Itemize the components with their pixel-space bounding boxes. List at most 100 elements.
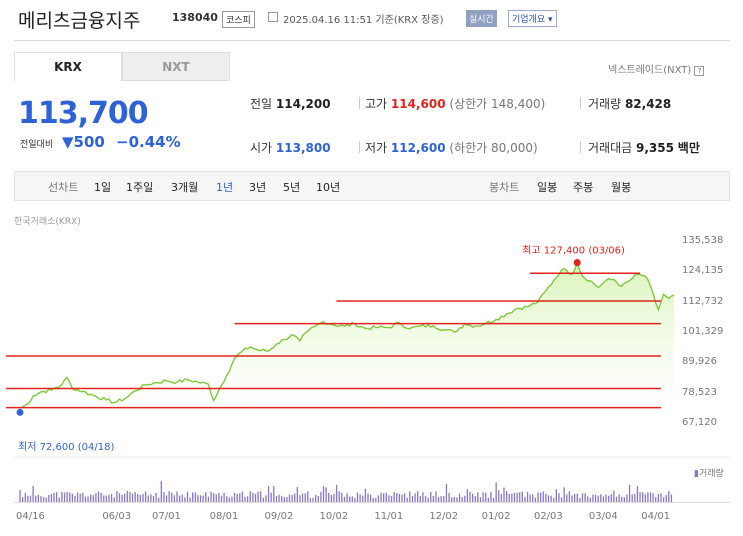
- volume-bar: [377, 495, 380, 502]
- volume-bar: [90, 494, 92, 502]
- volume-bar: [362, 495, 364, 502]
- candle-chart-label[interactable]: 봉차트: [489, 181, 520, 194]
- volume-bar: [24, 492, 26, 502]
- help-icon[interactable]: ?: [694, 66, 705, 76]
- volume-bar: [304, 493, 306, 502]
- volume-bar: [495, 482, 497, 502]
- volume-bar: [584, 493, 586, 502]
- high-annotation: 최고 127,400 (03/06): [522, 245, 625, 257]
- volume-bar: [613, 490, 615, 502]
- volume-bar: [273, 486, 275, 502]
- volume-bar: [437, 497, 440, 502]
- volume-bar: [589, 497, 591, 502]
- period-3y[interactable]: 3년: [249, 181, 267, 194]
- x-tick-label: 08/01: [209, 511, 239, 522]
- trade-value: 9,355: [636, 141, 674, 155]
- candle-weekly[interactable]: 주봉: [573, 181, 594, 194]
- volume-bar: [456, 497, 458, 502]
- low-label: 저가: [365, 141, 388, 155]
- summary-trade-value: 거래대금 9,355 백만: [588, 139, 700, 156]
- volume-bar: [553, 497, 555, 502]
- volume-bar: [649, 492, 652, 502]
- volume-bar: [346, 493, 348, 502]
- volume-bar: [160, 481, 162, 502]
- volume-bar: [566, 494, 568, 502]
- volume-value: 82,428: [624, 97, 672, 111]
- volume-bar: [435, 491, 437, 502]
- volume-bar: [409, 491, 411, 502]
- volume-bar: [351, 496, 353, 502]
- y-tick-label: 135,538: [682, 235, 724, 246]
- volume-bar: [631, 494, 633, 502]
- volume-bar: [618, 494, 620, 502]
- line-chart-label[interactable]: 선차트: [48, 181, 79, 194]
- volume-bar: [521, 491, 523, 502]
- volume-bar: [626, 494, 628, 502]
- volume-bar: [113, 497, 115, 502]
- summary-volume: 거래량 82,428: [588, 95, 671, 112]
- volume-bar: [372, 497, 374, 502]
- volume-bar: [189, 497, 191, 502]
- volume-bar: [655, 497, 657, 502]
- y-tick-label: 67,120: [682, 417, 717, 428]
- volume-bar: [66, 492, 68, 502]
- period-10y[interactable]: 10년: [316, 181, 341, 194]
- x-tick-label: 01/02: [481, 511, 511, 522]
- volume-bar: [534, 497, 537, 502]
- open-label: 시가: [250, 141, 273, 155]
- volume-bar: [307, 491, 309, 502]
- x-tick-label: 11/01: [374, 511, 404, 522]
- volume-bar: [27, 495, 29, 502]
- volume-bar: [69, 492, 71, 502]
- volume-bar: [406, 497, 408, 502]
- volume-bar: [71, 493, 74, 502]
- period-1y[interactable]: 1년: [216, 181, 234, 194]
- volume-bar: [461, 497, 463, 502]
- tab-nxt[interactable]: NXT: [122, 52, 230, 81]
- volume-bar: [194, 492, 196, 502]
- tab-krx[interactable]: KRX: [14, 52, 122, 81]
- period-1d[interactable]: 1일: [94, 181, 112, 194]
- volume-bar: [152, 495, 155, 502]
- volume-bar: [644, 494, 646, 502]
- volume-bar: [529, 494, 531, 502]
- nxt-link[interactable]: 넥스트레이드(NXT) ?: [608, 61, 705, 76]
- volume-bar: [576, 493, 578, 502]
- candle-monthly[interactable]: 월봉: [611, 181, 632, 194]
- volume-bar: [482, 492, 484, 502]
- low-marker: [16, 408, 24, 416]
- volume-bar: [97, 491, 100, 502]
- volume-bar: [37, 494, 40, 502]
- volume-bar: [173, 495, 176, 502]
- period-5y[interactable]: 5년: [283, 181, 301, 194]
- chart-source: 한국거래소(KRX): [14, 217, 81, 227]
- volume-bar: [92, 495, 94, 502]
- realtime-badge[interactable]: 실시간: [466, 10, 497, 27]
- period-3m[interactable]: 3개월: [171, 181, 199, 194]
- volume-bar: [144, 491, 147, 502]
- volume-bar: [317, 496, 319, 502]
- volume-bar: [197, 495, 199, 502]
- volume-bar: [443, 495, 445, 502]
- volume-bar: [202, 495, 204, 502]
- high-label: 고가: [365, 97, 388, 111]
- volume-bar: [118, 493, 121, 502]
- volume-bar: [414, 493, 416, 502]
- volume-bar: [95, 493, 97, 502]
- lower-limit: (하한가 80,000): [449, 141, 538, 155]
- x-tick-label: 06/03: [102, 511, 132, 522]
- volume-bar: [40, 496, 42, 502]
- volume-bar: [299, 495, 301, 502]
- volume-bar: [430, 491, 432, 502]
- volume-bar: [668, 491, 670, 502]
- company-overview-button[interactable]: 기업개요 ▾: [508, 10, 557, 27]
- x-tick-label: 12/02: [429, 511, 459, 522]
- volume-bar: [131, 493, 134, 502]
- candle-daily[interactable]: 일봉: [537, 181, 558, 194]
- volume-bar: [171, 492, 173, 502]
- volume-bar: [396, 492, 398, 502]
- volume-bar: [262, 497, 264, 502]
- period-1w[interactable]: 1주일: [126, 181, 154, 194]
- volume-bar: [79, 493, 81, 502]
- volume-bar: [246, 496, 249, 502]
